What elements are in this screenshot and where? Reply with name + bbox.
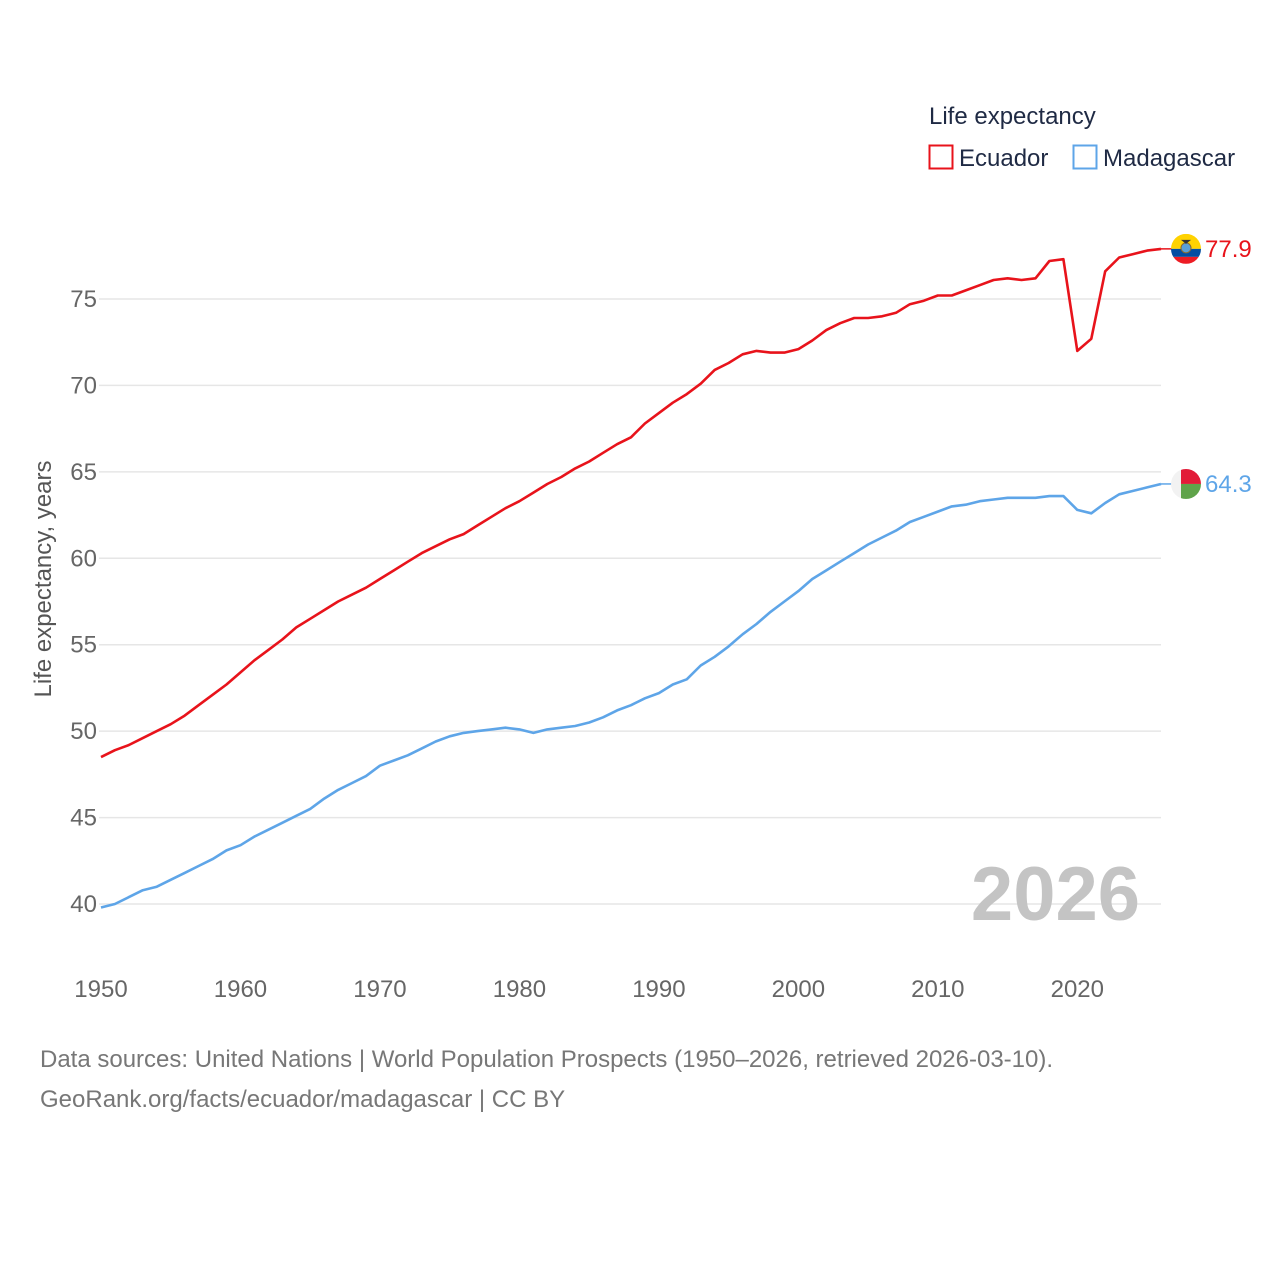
series-lines: [100, 247, 1162, 909]
footer: Data sources: United Nations | World Pop…: [40, 1040, 1260, 1120]
attribution-link[interactable]: GeoRank.org/facts/ecuador/madagascar | C…: [40, 1086, 566, 1113]
line-chart: 40 45 50 55 60 65 70 75 1950 1960 1970 1980 1990 200…: [30, 103, 1252, 1003]
y-axis-title: Life expectancy, years: [30, 460, 57, 697]
legend-swatch-ecuador: [928, 144, 954, 170]
x-tick-label: 2010: [911, 976, 964, 1003]
y-tick-label: 50: [70, 718, 97, 745]
y-tick-label: 45: [70, 805, 97, 832]
x-tick-label: 1960: [214, 976, 267, 1003]
x-tick-label: 1980: [493, 976, 546, 1003]
legend-label-ecuador: Ecuador: [959, 145, 1048, 172]
x-tick-label: 2000: [772, 976, 825, 1003]
y-axis: 40 45 50 55 60 65 70 75: [70, 286, 97, 918]
x-axis: 1950 1960 1970 1980 1990 2000 2010 2020: [74, 976, 1104, 1003]
x-tick-label: 1990: [632, 976, 685, 1003]
series-line-madagascar[interactable]: [100, 482, 1162, 909]
ecuador-flag-icon: [1171, 233, 1201, 264]
legend-item-ecuador[interactable]: Ecuador: [928, 144, 1049, 172]
end-value-label-madagascar: 64.3: [1205, 471, 1252, 498]
y-tick-label: 55: [70, 632, 97, 659]
y-tick-label: 40: [70, 891, 97, 918]
legend-label-madagascar: Madagascar: [1103, 145, 1235, 172]
legend-item-madagascar[interactable]: Madagascar: [1072, 144, 1236, 172]
series-line-ecuador[interactable]: [100, 247, 1162, 759]
grid: [99, 298, 1161, 905]
madagascar-flag-icon: [1171, 468, 1201, 499]
y-tick-label: 60: [70, 545, 97, 572]
x-tick-label: 2020: [1051, 976, 1104, 1003]
x-tick-label: 1970: [353, 976, 406, 1003]
legend-swatch-madagascar: [1072, 144, 1098, 170]
data-source-text: Data sources: United Nations | World Pop…: [40, 1046, 1054, 1073]
year-watermark: 2026: [971, 852, 1140, 937]
end-markers: 77.9 64.3: [1161, 233, 1252, 499]
legend: Life expectancy Ecuador Madagascar: [928, 103, 1236, 172]
y-tick-label: 65: [70, 459, 97, 486]
x-tick-label: 1950: [74, 976, 127, 1003]
y-tick-label: 75: [70, 286, 97, 313]
legend-title: Life expectancy: [929, 103, 1096, 130]
end-value-label-ecuador: 77.9: [1205, 236, 1252, 263]
y-tick-label: 70: [70, 372, 97, 399]
